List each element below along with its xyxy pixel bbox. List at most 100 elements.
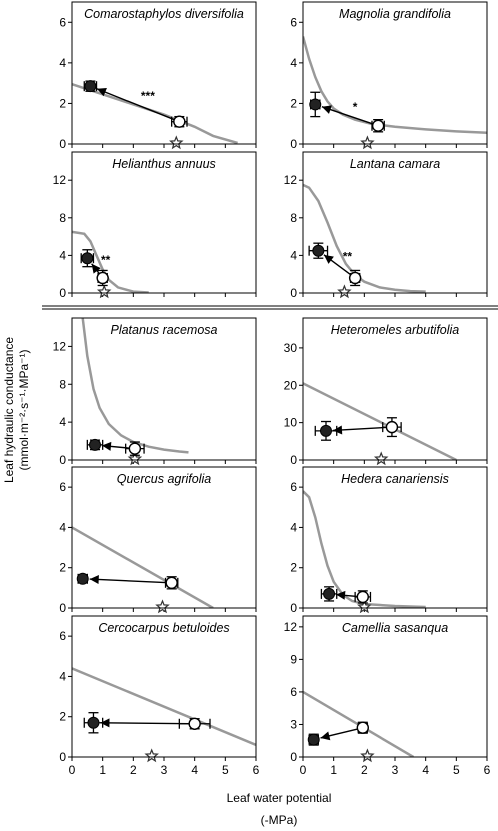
panel-frame [71,317,257,461]
y-tick-label: 4 [290,248,297,262]
chart-panel: 0 2 4 6 0 1 2 3 4 5 6 Cercocarpus betuloides [59,615,260,777]
arrow-line [96,88,175,121]
panel-title-bg [95,153,233,173]
y-tick-label: 4 [59,248,66,262]
arrow-head [100,718,110,728]
filled-point [309,98,322,111]
y-tick-label: 10 [284,416,298,430]
open-point [371,119,385,132]
panel-title: Helianthus annuus [112,157,216,171]
y-tick-label: 12 [284,620,298,634]
x-tick-label: 3 [161,763,168,777]
y-tick-label: 0 [290,750,297,764]
x-tick-label: 4 [191,763,198,777]
y-tick-label: 12 [53,173,67,187]
arrow-line [89,578,166,584]
y-tick-label: 4 [59,520,66,534]
arrow-head [336,590,346,600]
y-tick-label: 2 [290,561,297,575]
panel-title-bg [323,468,467,488]
chart-panel: 0 4 8 12 Platanus racemosa [53,317,257,467]
vulnerability-curve [72,230,149,293]
star-marker [360,748,375,763]
open-point [348,271,362,285]
panel-title-bg [316,3,474,23]
chart-panel: 0 10 20 30 Heteromeles arbutifolia [284,317,488,467]
star-marker [169,135,184,150]
y-tick-label: 8 [290,211,297,225]
filled-point [81,252,94,265]
open-point [356,590,369,604]
vulnerability-curve [72,667,256,747]
panel-frame [302,615,488,758]
vulnerability-curve [81,318,189,454]
star-marker [357,599,372,614]
x-tick-label: 2 [130,763,137,777]
panel-title-bg [337,153,453,173]
y-tick-label: 0 [290,601,297,615]
open-point [128,442,142,455]
x-tick-label: 1 [330,763,337,777]
panel-frame [302,466,488,609]
y-tick-label: 0 [59,601,66,615]
panel-title-bg [95,319,233,339]
arrow-line [100,722,189,725]
chart-panel: 0 4 8 12 ** Helianthus annuus [53,151,257,300]
panel-title-bg [326,617,464,637]
chart-panel: 0 2 4 6 Quercus agrifolia [59,466,257,615]
y-tick-label: 0 [290,453,297,467]
y-tick-label: 4 [59,415,66,429]
y-tick-label: 4 [290,56,297,70]
filled-point [320,424,332,437]
y-tick-label: 0 [59,286,66,300]
x-tick-label: 1 [99,763,106,777]
x-tick-label: 5 [453,763,460,777]
significance-annotation: *** [141,89,155,103]
chart-panel: 0 2 4 6 *** Comarostaphylos diversifolia [59,1,257,151]
panel-title: Camellia sasanqua [342,621,448,635]
panel-title: Heteromeles arbutifolia [331,323,460,337]
y-tick-label: 0 [59,137,66,151]
y-tick-label: 2 [59,561,66,575]
x-axis-label-line1: Leaf water potential [227,791,332,805]
panel-title: Quercus agrifolia [117,472,212,486]
panel-frame [71,615,257,758]
x-tick-label: 4 [422,763,429,777]
x-tick-label: 0 [300,763,307,777]
y-tick-label: 0 [59,453,66,467]
filled-point [76,572,89,585]
star-marker [127,451,143,466]
y-tick-label: 4 [290,520,297,534]
star-marker [144,748,159,763]
open-point [165,576,178,590]
x-tick-label: 2 [361,763,368,777]
arrow-head [96,87,107,97]
panel-title-bg [76,3,252,23]
y-tick-label: 12 [284,173,298,187]
open-point [173,115,186,128]
vulnerability-curve [303,382,457,460]
arrow-head [323,254,334,264]
star-marker [373,451,389,466]
panel-title-bg [77,617,251,637]
y-tick-label: 8 [59,377,66,391]
y-tick-label: 6 [290,685,297,699]
panel-title: Platanus racemosa [110,323,217,337]
x-tick-label: 3 [392,763,399,777]
filled-point [87,716,100,729]
chart-panel: 0 2 4 6 * Magnolia grandifolia [290,1,488,151]
arrow-head [91,263,101,274]
star-marker [337,284,352,299]
filled-point [84,80,97,93]
star-marker [360,135,375,150]
chart-panel: 0 2 4 6 Hedera canariensis [290,466,488,615]
significance-annotation: ** [343,249,353,263]
star-marker [155,599,170,614]
y-tick-label: 2 [59,710,66,724]
x-tick-label: 5 [222,763,229,777]
y-tick-label: 6 [59,629,66,643]
panel-title: Magnolia grandifolia [339,7,451,21]
filled-point [307,733,320,746]
vulnerability-curve [303,490,426,608]
